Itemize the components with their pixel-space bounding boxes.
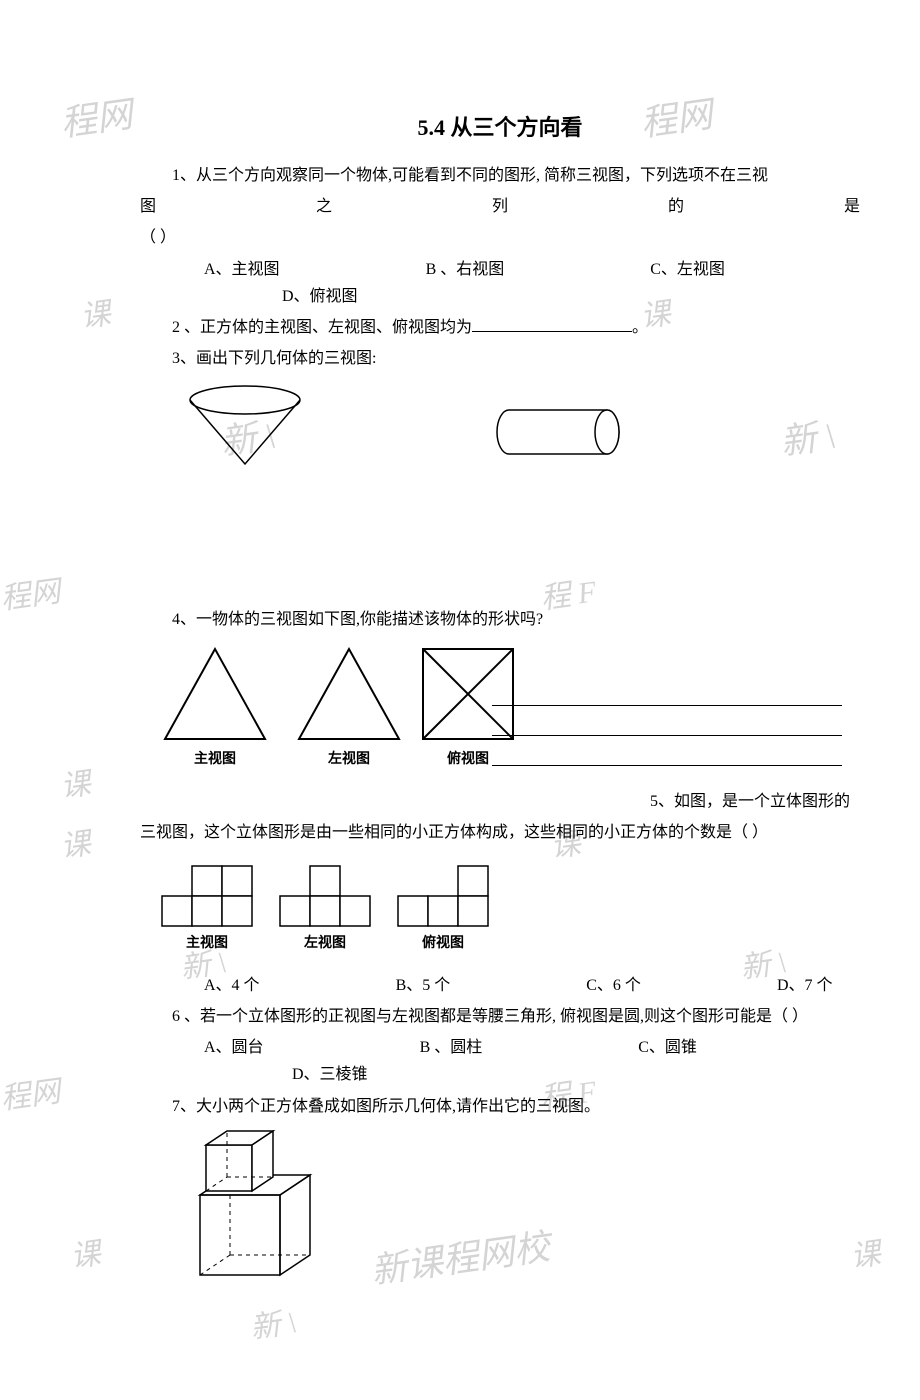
q6-text: 6 、若一个立体图形的正视图与左视图都是等腰三角形, 俯视图是圆,则这个图形可能… <box>140 1003 860 1030</box>
q5-front-label: 主视图 <box>160 932 254 952</box>
q5-top-label: 俯视图 <box>396 932 490 952</box>
q2-pre: 2 、正方体的主视图、左视图、俯视图均为 <box>172 319 472 336</box>
q4-left: 左视图 <box>294 644 404 768</box>
q4-front-label: 主视图 <box>160 748 270 768</box>
q6-opt-d: D、三棱锥 <box>260 1061 368 1088</box>
cubes-left-icon <box>278 864 372 928</box>
q4-block: 主视图 左视图 俯视图 <box>140 644 860 768</box>
cone-icon <box>180 382 310 482</box>
q1-opt-b: B 、右视图 <box>394 256 505 283</box>
q5-front: 主视图 <box>160 864 254 952</box>
q6-options: A、圆台 B 、圆柱 C、圆锥 D、三棱锥 <box>140 1034 860 1088</box>
q1-options: A、主视图 B 、右视图 C、左视图 D、俯视图 <box>140 256 860 310</box>
answer-line <box>492 684 842 706</box>
q3-cone <box>180 382 310 482</box>
q5-opt-b: B、5 个 <box>364 972 451 999</box>
stacked-cubes-icon <box>180 1130 350 1300</box>
q5-intro: 5、如图，是一个立体图形的 <box>140 788 860 815</box>
answer-line <box>492 714 842 736</box>
cubes-top-icon <box>396 864 490 928</box>
page-title: 5.4 从三个方向看 <box>140 110 860 142</box>
q7-text: 7、大小两个正方体叠成如图所示几何体,请作出它的三视图。 <box>140 1093 860 1120</box>
q6-opt-b: B 、圆柱 <box>388 1034 483 1061</box>
q1-opt-c: C、左视图 <box>618 256 725 283</box>
q2-line: 2 、正方体的主视图、左视图、俯视图均为 。 <box>140 314 860 341</box>
q1-opt-a: A、主视图 <box>172 256 280 283</box>
q5-text: 三视图，这个立体图形是由一些相同的小正方体构成，这些相同的小正方体的个数是（ ） <box>140 819 860 846</box>
q5-opt-c: C、6 个 <box>554 972 641 999</box>
q6-opt-a: A、圆台 <box>172 1034 264 1061</box>
q3-cylinder <box>494 402 634 462</box>
q3-text: 3、画出下列几何体的三视图: <box>140 345 860 372</box>
q1-line1: 1、从三个方向观察同一个物体,可能看到不同的图形, 简称三视图，下列选项不在三视 <box>140 162 860 189</box>
cubes-front-icon <box>160 864 254 928</box>
q5-left-label: 左视图 <box>278 932 372 952</box>
q7-figure <box>180 1130 860 1300</box>
q4-answer-lines <box>492 684 842 774</box>
q5-figures: 主视图 左视图 俯视图 <box>160 864 860 952</box>
answer-line <box>492 744 842 766</box>
q4-left-label: 左视图 <box>294 748 404 768</box>
q3-figures <box>180 382 860 482</box>
spacer <box>140 502 860 602</box>
q1-opt-d: D、俯视图 <box>250 283 358 310</box>
q5-left: 左视图 <box>278 864 372 952</box>
q5-opt-a: A、4 个 <box>172 972 260 999</box>
q5-top: 俯视图 <box>396 864 490 952</box>
triangle-left-icon <box>294 644 404 744</box>
q6-opt-c: C、圆锥 <box>606 1034 697 1061</box>
triangle-front-icon <box>160 644 270 744</box>
q2-blank <box>472 316 632 332</box>
q4-front: 主视图 <box>160 644 270 768</box>
q5-opt-d: D、7 个 <box>745 972 833 999</box>
q5-options: A、4 个 B、5 个 C、6 个 D、7 个 <box>140 972 860 999</box>
page: 5.4 从三个方向看 1、从三个方向观察同一个物体,可能看到不同的图形, 简称三… <box>0 0 920 1400</box>
q4-text: 4、一物体的三视图如下图,你能描述该物体的形状吗? <box>140 606 860 633</box>
q1-paren: （ ） <box>140 224 860 251</box>
q2-post: 。 <box>632 319 648 336</box>
q1-line2: 图之列的是 <box>140 193 860 220</box>
cylinder-icon <box>494 402 634 462</box>
